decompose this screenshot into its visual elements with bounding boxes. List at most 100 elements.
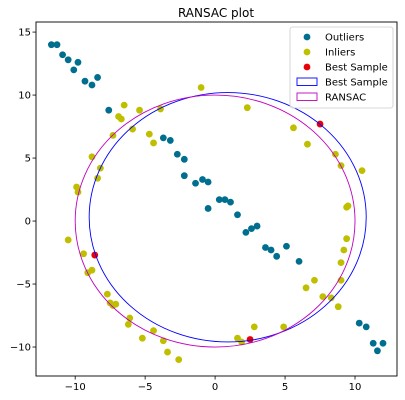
inliers-point [164, 348, 171, 356]
inliers-point [238, 338, 246, 346]
inliers-point [80, 250, 87, 258]
outliers-point [273, 252, 281, 260]
outliers-point [64, 56, 72, 64]
legend-box [289, 26, 394, 109]
y-axis: −10 −5 0 5 10 15 [10, 28, 36, 354]
outliers-point [173, 150, 181, 158]
outliers-point [242, 228, 250, 236]
inliers-point [340, 246, 348, 254]
x-tick-label: 5 [282, 382, 288, 393]
x-tick-label: −10 [65, 382, 86, 393]
outliers-point [199, 176, 206, 183]
x-tick-label: 0 [212, 382, 218, 393]
inliers-point [358, 167, 366, 175]
inliers-point [327, 294, 335, 302]
legend: Outliers Inliers Best Sample Best Sample RAN… [289, 26, 394, 109]
outliers-point [227, 198, 234, 206]
inliers-point [150, 327, 157, 335]
legend-marker-inliers [303, 48, 311, 56]
legend-marker-outliers [303, 33, 311, 41]
outliers-point [221, 196, 229, 204]
outliers-point [283, 242, 290, 250]
inliers-point [280, 323, 288, 331]
inliers-point [344, 202, 352, 210]
y-tick-label: −5 [16, 280, 31, 291]
inliers-point [120, 101, 128, 109]
outliers-point [204, 178, 212, 186]
outliers-point [105, 106, 113, 114]
outliers-point [215, 196, 223, 204]
y-tick-label: 0 [25, 217, 31, 228]
legend-label-inliers: Inliers [325, 48, 355, 59]
x-tick-label: 10 [349, 382, 362, 393]
legend-patch-best-sample [296, 77, 318, 86]
outliers-point [362, 323, 370, 331]
outliers-point [74, 58, 82, 66]
outliers-point [355, 319, 363, 327]
x-tick-label: −5 [138, 382, 153, 393]
inliers-point [117, 115, 125, 123]
inliers-point [319, 293, 327, 301]
chart-title: RANSAC plot [178, 6, 254, 20]
outliers-point [59, 51, 66, 59]
outliers-point [267, 246, 275, 254]
legend-patch-ransac [296, 92, 318, 101]
outliers-point [81, 77, 89, 85]
inliers-point [332, 150, 339, 158]
best-sample-circle [88, 92, 367, 343]
inliers-point [334, 303, 342, 311]
plot-frame [35, 21, 398, 377]
x-axis: −10 −5 0 5 10 [65, 376, 362, 393]
outliers-point [53, 41, 61, 49]
inliers-point [136, 106, 143, 114]
y-tick-label: −10 [10, 343, 31, 354]
inliers-point [197, 84, 205, 91]
inliers-point [290, 124, 297, 132]
inliers-point [138, 334, 146, 342]
inliers-point [103, 290, 111, 298]
legend-label-outliers: Outliers [325, 33, 364, 44]
legend-label-ransac: RANSAC [325, 93, 366, 104]
legend-label-best-sample: Best Sample [325, 63, 388, 74]
inliers-point [145, 130, 153, 138]
inliers-point [243, 104, 251, 112]
y-tick-label: 5 [25, 154, 31, 165]
outliers-point [369, 339, 377, 347]
best-sample-point [246, 336, 254, 343]
inliers-point [88, 266, 96, 274]
outliers-point [192, 179, 199, 187]
ransac-circle [74, 94, 356, 348]
outliers-point [374, 347, 381, 355]
inliers-point [337, 259, 345, 267]
y-tick-label: 10 [18, 91, 31, 102]
outliers-point [234, 211, 241, 219]
outliers-point [70, 66, 78, 74]
outliers-point [204, 205, 212, 212]
inliers-point [304, 140, 311, 148]
inliers-point [175, 356, 183, 364]
legend-marker-best-sample [303, 63, 311, 71]
outliers-point [180, 172, 188, 180]
plot-area [47, 41, 387, 364]
inliers-point [343, 235, 351, 243]
inliers-point [311, 276, 318, 284]
outliers-point [379, 339, 387, 347]
inliers-point [250, 323, 258, 331]
outliers-point [88, 81, 96, 89]
outliers-point [262, 244, 269, 251]
inliers-point [302, 284, 310, 292]
outliers-point [180, 155, 188, 163]
inliers-point [64, 236, 72, 244]
inliers-point [129, 125, 136, 133]
outliers-point [166, 137, 174, 144]
outliers-point [94, 74, 101, 81]
outliers-point [295, 257, 303, 265]
inliers-point [150, 139, 157, 147]
inliers-point [112, 300, 120, 308]
inliers-point [124, 320, 132, 328]
y-tick-label: 15 [18, 28, 31, 39]
outliers-point [253, 222, 261, 230]
outliers-point [248, 225, 255, 233]
outliers-point [47, 41, 55, 49]
